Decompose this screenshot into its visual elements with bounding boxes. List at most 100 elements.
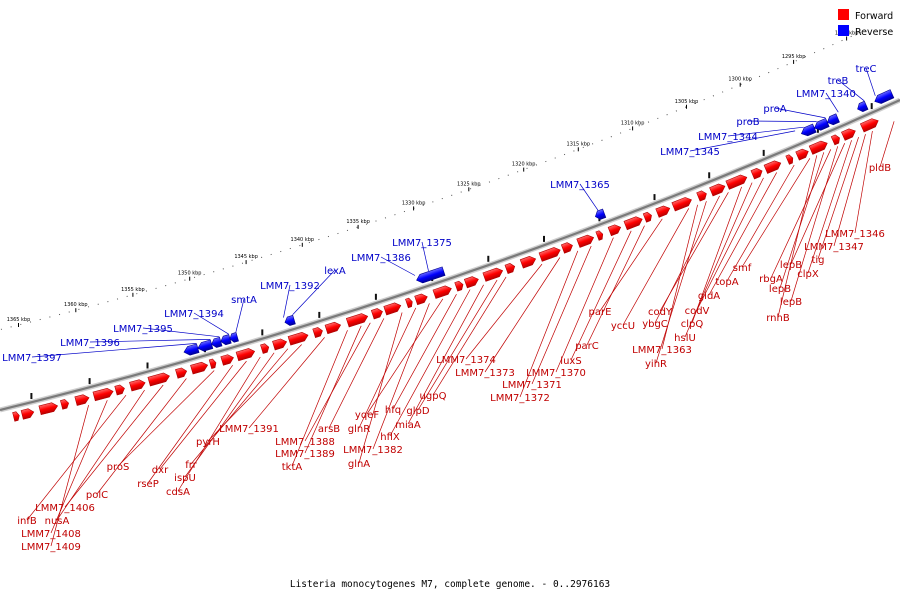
forward-label-hflx: hflX [380,432,400,443]
forward-label-parc: parC [575,341,599,352]
forward-gene-arrow [725,174,748,190]
forward-label-lepb: lepB [769,284,791,295]
forward-label-lmm7-1389: LMM7_1389 [275,449,335,460]
forward-gene-arrow [538,247,561,262]
forward-label-rnhb: rnhB [766,313,790,324]
forward-leader-line [184,352,275,478]
forward-gene-arrow [74,394,90,406]
reverse-label-lmm7-1397: LMM7_1397 [2,353,62,364]
reverse-label-lmm7-1395: LMM7_1395 [113,324,173,335]
forward-label-clpx: clpX [797,269,819,280]
forward-gene-arrow [272,338,288,351]
forward-gene-arrow [482,267,504,282]
forward-leader-line [770,149,832,279]
reverse-leader-line [689,130,796,152]
forward-label-rbga: rbgA [759,274,783,285]
forward-leader-line [177,356,261,492]
forward-gene-arrow [560,242,573,254]
forward-leader-line [790,146,839,302]
backbone-tick-mark [146,362,149,369]
forward-leader-line [599,218,663,312]
forward-label-lmm7-1370: LMM7_1370 [526,368,586,379]
forward-gene-arrow [129,379,146,392]
forward-gene-arrow [260,343,270,354]
legend-forward-label: Forward [855,11,893,22]
forward-gene-arrow [147,372,170,387]
reverse-label-lmm7-1344: LMM7_1344 [698,132,758,143]
reverse-label-lmm7-1375: LMM7_1375 [392,238,452,249]
scale-tick-label: 1315 kbp [567,141,591,147]
forward-leader-line [519,250,579,398]
scale-tick-label: 1330 kbp [402,200,426,206]
forward-leader-line [854,130,873,234]
reverse-leader-line [283,284,291,318]
forward-label-lmm7-1388: LMM7_1388 [275,437,335,448]
forward-gene-arrow [655,205,671,218]
forward-label-rsep: rseP [137,479,159,490]
forward-gene-arrow [114,384,125,396]
forward-leader-line [248,337,325,429]
scale-tick-label: 1295 kbp [782,54,806,60]
forward-gene-arrow [287,331,309,346]
reverse-gene-arrow [211,336,223,348]
forward-gene-arrow [20,408,35,420]
reverse-gene-arrow [183,343,200,356]
forward-leader-line [389,289,471,437]
forward-leader-line [779,152,825,289]
forward-label-tig: tig [811,255,824,266]
reverse-label-lmm7-1392: LMM7_1392 [260,281,320,292]
forward-label-pare: parE [589,307,612,318]
reverse-label-lmm7-1340: LMM7_1340 [796,89,856,100]
reverse-leader-line [193,312,229,335]
backbone-tick-mark [88,378,91,385]
reverse-gene-arrow [594,208,607,220]
legend-reverse-label: Reverse [855,27,893,38]
forward-label-lmm7-1372: LMM7_1372 [490,393,550,404]
reverse-label-prob: proB [736,117,759,128]
forward-gene-arrow [750,168,763,180]
forward-leader-line [879,121,895,168]
scale-tick-label: 1320 kbp [512,162,536,168]
forward-gene-arrow [642,211,652,223]
forward-label-pldb: pldB [869,163,891,174]
forward-leader-line [661,204,698,350]
forward-gene-arrow [345,313,369,328]
forward-label-ugpq: ugpQ [420,391,447,402]
forward-label-lmm7-1409: LMM7_1409 [21,542,81,553]
forward-leader-line [817,136,859,260]
scale-tick-label: 1355 kbp [121,287,145,293]
scale-tick-label: 1310 kbp [621,120,645,126]
label-leader-lines [26,67,895,547]
backbone-tick-mark [543,235,545,242]
reverse-label-smta: smtA [231,295,257,306]
backbone-tick-mark [487,255,490,262]
scale-tick-label: 1340 kbp [291,237,315,243]
forward-leader-line [790,143,846,265]
forward-gene-arrow [38,402,59,416]
forward-gene-arrow [795,148,809,161]
forward-leader-line [372,303,430,450]
reverse-gene-arrow [857,100,869,113]
forward-gene-arrow [235,348,256,362]
forward-gene-arrow [595,230,604,241]
forward-gene-arrow [504,263,516,274]
forward-leader-line [358,312,403,464]
forward-leader-line [117,370,215,467]
forward-label-polc: polC [86,490,108,501]
forward-gene-arrow [709,183,726,197]
scale-tick-label: 1305 kbp [675,99,699,105]
reverse-leader-line [235,298,245,332]
reverse-leader-line [837,79,865,102]
gene-labels: treC treB LMM7_1340 proA proB LMM7_1344 LMM7_1… [2,64,891,553]
forward-leader-line [392,294,457,410]
forward-leader-line [777,155,818,318]
forward-leader-line [407,284,484,425]
forward-label-lepb: lepB [780,297,802,308]
scale-tick-label: 1325 kbp [457,181,481,187]
forward-leader-line [655,201,707,364]
forward-label-lmm7-1371: LMM7_1371 [502,380,562,391]
backbone-tick-mark [318,311,321,318]
forward-label-codv: codV [685,306,710,317]
scale-tick-label: 1365 kbp [7,317,31,323]
